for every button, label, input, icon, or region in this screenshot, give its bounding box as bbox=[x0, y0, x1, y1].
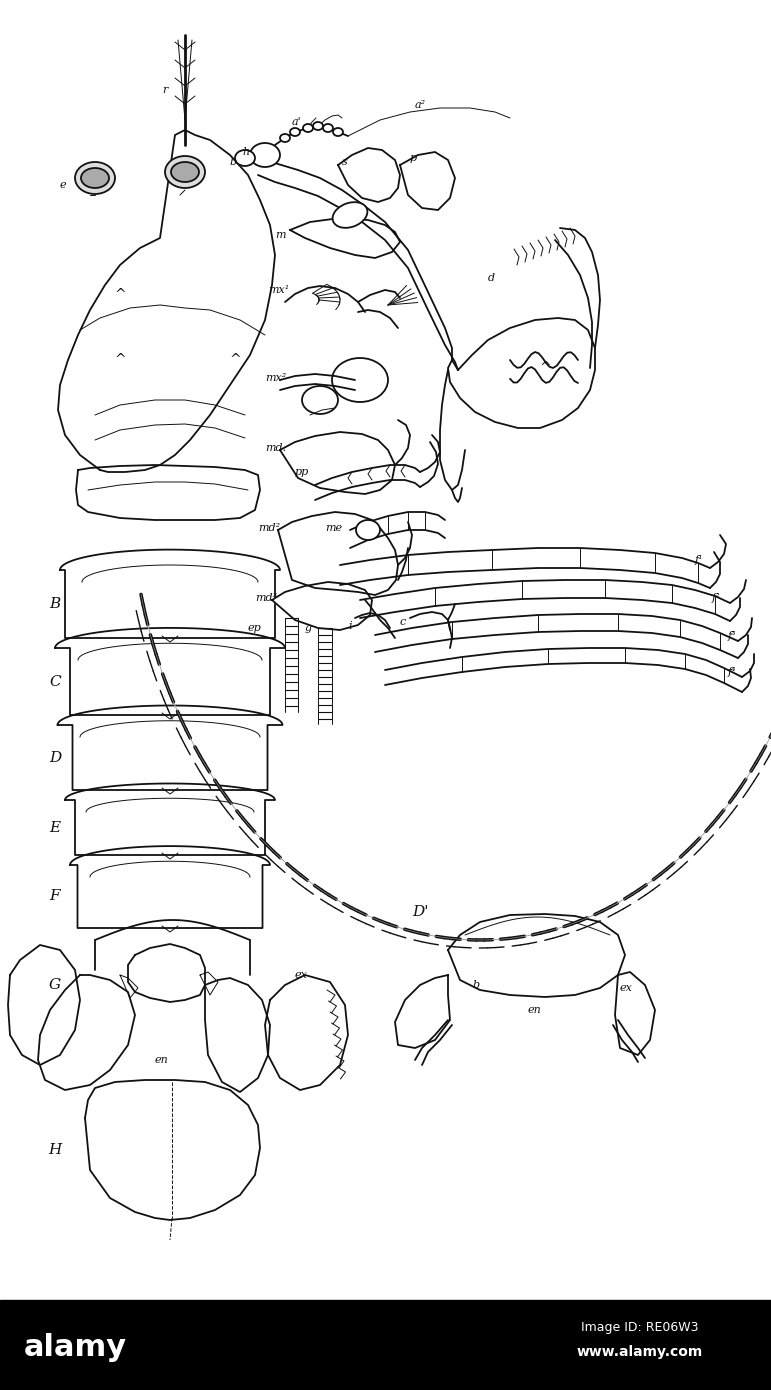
Text: mx²: mx² bbox=[265, 373, 286, 384]
Text: H: H bbox=[49, 1143, 62, 1156]
Text: ep: ep bbox=[248, 623, 261, 632]
Polygon shape bbox=[615, 972, 655, 1055]
Text: b: b bbox=[473, 980, 480, 990]
Polygon shape bbox=[272, 582, 372, 630]
Text: e: e bbox=[60, 179, 66, 190]
Text: ^: ^ bbox=[114, 353, 126, 367]
Text: ^: ^ bbox=[114, 288, 126, 302]
Text: h: h bbox=[242, 147, 249, 157]
Polygon shape bbox=[290, 218, 400, 259]
Ellipse shape bbox=[250, 143, 280, 167]
Polygon shape bbox=[338, 147, 400, 202]
Text: C: C bbox=[49, 674, 61, 688]
Text: s: s bbox=[342, 157, 348, 167]
Polygon shape bbox=[8, 945, 80, 1065]
Ellipse shape bbox=[302, 386, 338, 414]
Polygon shape bbox=[278, 512, 398, 595]
Polygon shape bbox=[55, 628, 285, 714]
Polygon shape bbox=[400, 152, 455, 210]
Text: i: i bbox=[348, 621, 352, 631]
Text: F: F bbox=[49, 890, 60, 904]
Ellipse shape bbox=[75, 163, 115, 195]
Ellipse shape bbox=[235, 150, 255, 165]
Ellipse shape bbox=[81, 168, 109, 188]
Ellipse shape bbox=[323, 124, 333, 132]
Polygon shape bbox=[38, 974, 135, 1090]
Ellipse shape bbox=[165, 156, 205, 188]
Ellipse shape bbox=[280, 133, 290, 142]
Polygon shape bbox=[65, 784, 275, 855]
Text: en: en bbox=[155, 1055, 169, 1065]
Text: d: d bbox=[488, 272, 495, 284]
Polygon shape bbox=[58, 706, 282, 790]
Bar bbox=[0, 1300, 771, 1390]
Text: alamy: alamy bbox=[23, 1333, 126, 1362]
Text: pp: pp bbox=[295, 467, 309, 477]
Ellipse shape bbox=[332, 359, 388, 402]
Text: a': a' bbox=[292, 117, 301, 126]
Text: md³: md³ bbox=[255, 594, 277, 603]
Ellipse shape bbox=[290, 128, 300, 136]
Text: md²: md² bbox=[258, 523, 280, 532]
Text: G: G bbox=[49, 979, 61, 992]
Polygon shape bbox=[58, 131, 275, 473]
Ellipse shape bbox=[333, 128, 343, 136]
Text: ex: ex bbox=[295, 970, 308, 980]
Ellipse shape bbox=[171, 163, 199, 182]
Text: m: m bbox=[275, 229, 285, 240]
Text: D: D bbox=[49, 751, 61, 764]
Text: E: E bbox=[49, 820, 61, 834]
Polygon shape bbox=[60, 549, 280, 638]
Polygon shape bbox=[76, 466, 260, 520]
Text: r: r bbox=[162, 85, 167, 95]
Text: c: c bbox=[400, 617, 406, 627]
Ellipse shape bbox=[303, 124, 313, 132]
Ellipse shape bbox=[313, 122, 323, 131]
Polygon shape bbox=[395, 974, 450, 1048]
Text: Image ID: RE06W3: Image ID: RE06W3 bbox=[581, 1322, 699, 1334]
Text: ^: ^ bbox=[539, 361, 550, 375]
Text: f¹: f¹ bbox=[695, 555, 704, 564]
Text: f²: f² bbox=[712, 594, 721, 603]
Text: a²: a² bbox=[415, 100, 426, 110]
Text: ex: ex bbox=[620, 983, 633, 992]
Polygon shape bbox=[70, 847, 270, 929]
Text: www.alamy.com: www.alamy.com bbox=[577, 1346, 703, 1359]
Polygon shape bbox=[448, 915, 625, 997]
Text: D': D' bbox=[412, 905, 428, 919]
Text: p: p bbox=[410, 153, 417, 163]
Text: me: me bbox=[325, 523, 342, 532]
Polygon shape bbox=[265, 974, 348, 1090]
Text: f³: f³ bbox=[728, 631, 736, 641]
Text: mx¹: mx¹ bbox=[268, 285, 289, 295]
Text: B: B bbox=[49, 596, 61, 612]
Polygon shape bbox=[280, 432, 395, 493]
Text: ^: ^ bbox=[229, 353, 241, 367]
Text: g: g bbox=[305, 623, 312, 632]
Polygon shape bbox=[205, 979, 270, 1093]
Text: f⁴: f⁴ bbox=[728, 667, 736, 677]
Text: b: b bbox=[230, 157, 237, 167]
Text: md.: md. bbox=[265, 443, 286, 453]
Polygon shape bbox=[448, 318, 595, 428]
Ellipse shape bbox=[332, 202, 368, 228]
Polygon shape bbox=[128, 944, 205, 1002]
Polygon shape bbox=[85, 1080, 260, 1220]
Ellipse shape bbox=[356, 520, 380, 539]
Text: en: en bbox=[528, 1005, 542, 1015]
